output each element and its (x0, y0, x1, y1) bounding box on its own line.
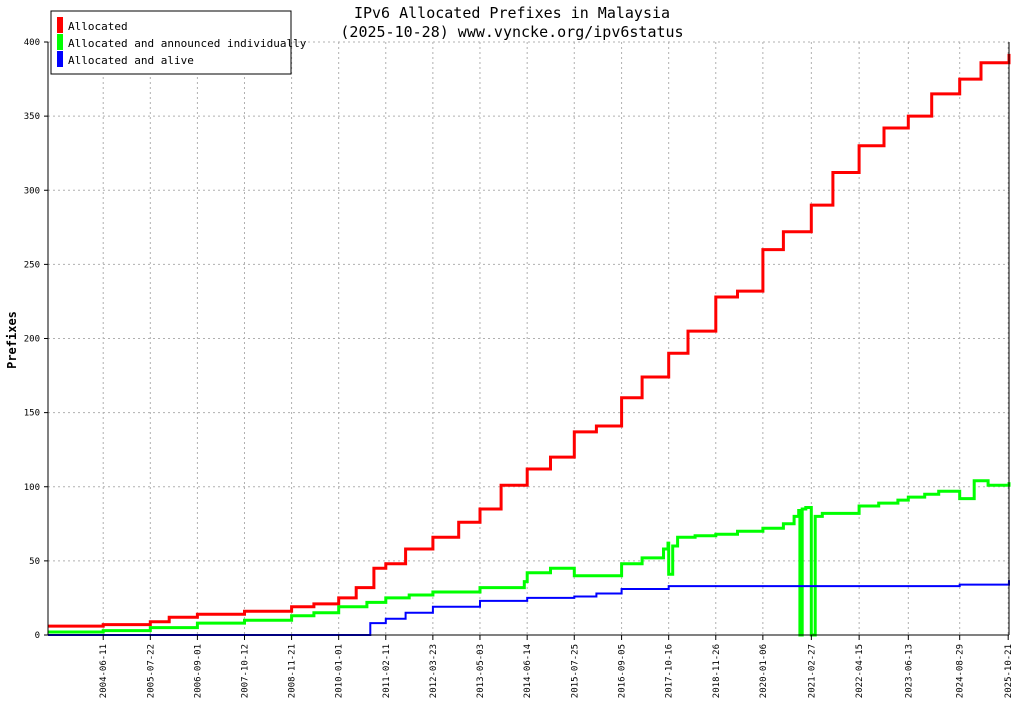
y-tick-label: 200 (24, 335, 40, 345)
chart-subtitle: (2025-10-28) www.vyncke.org/ipv6status (340, 23, 683, 41)
x-tick-label: 2004-06-11 (99, 644, 109, 698)
legend-label-allocated: Allocated (68, 20, 128, 33)
x-tick-label: 2010-01-01 (335, 644, 345, 698)
x-tick-label: 2024-08-29 (956, 644, 966, 698)
legend: Allocated Allocated and announced indivi… (50, 10, 307, 75)
series-line-allocated (48, 53, 1011, 628)
y-tick-label: 100 (24, 483, 40, 493)
x-tick-label: 2015-07-25 (570, 644, 580, 698)
x-tick-label: 2006-09-01 (193, 644, 203, 698)
legend-label-alive: Allocated and alive (68, 54, 194, 67)
legend-box (50, 10, 292, 75)
x-tick-label: 2012-03-23 (429, 644, 439, 698)
x-tick-label: 2021-02-27 (807, 644, 817, 698)
x-tick-label: 2022-04-15 (855, 644, 865, 698)
y-tick-label: 0 (35, 631, 40, 641)
legend-swatch-announced (57, 34, 63, 50)
y-tick-label: 300 (24, 186, 40, 196)
x-tick-label: 2007-10-12 (240, 644, 250, 698)
x-tick-label: 2025-10-21 (1004, 644, 1014, 698)
x-tick-label: 2017-10-16 (665, 644, 675, 698)
x-tick-label: 2016-09-05 (618, 644, 628, 698)
legend-label-announced: Allocated and announced individually (68, 37, 307, 50)
x-tick-label: 2023-06-13 (904, 644, 914, 698)
y-tick-label: 400 (24, 38, 40, 48)
y-tick-label: 50 (29, 557, 40, 567)
chart-title: IPv6 Allocated Prefixes in Malaysia (354, 4, 670, 22)
x-tick-label: 2008-11-21 (288, 644, 298, 698)
y-tick-label: 250 (24, 260, 40, 270)
x-tick-label: 2018-11-26 (712, 644, 722, 698)
x-tick-label: 2005-07-22 (146, 644, 156, 698)
legend-swatch-allocated (57, 17, 63, 33)
x-tick-label: 2013-05-03 (476, 644, 486, 698)
legend-swatch-alive (57, 51, 63, 67)
x-tick-label: 2011-02-11 (382, 644, 392, 698)
y-tick-label: 350 (24, 112, 40, 122)
series-line-announced (48, 479, 1011, 637)
y-axis-label: Prefixes (5, 311, 19, 369)
x-tick-label: 2020-01-06 (759, 644, 769, 698)
y-tick-label: 150 (24, 409, 40, 419)
grid (48, 41, 1009, 635)
axes: 0 50 100 150 200 250 300 350 400 2004-06-11 2005-0… (24, 38, 1014, 698)
x-tick-label: 2014-06-14 (523, 644, 533, 698)
